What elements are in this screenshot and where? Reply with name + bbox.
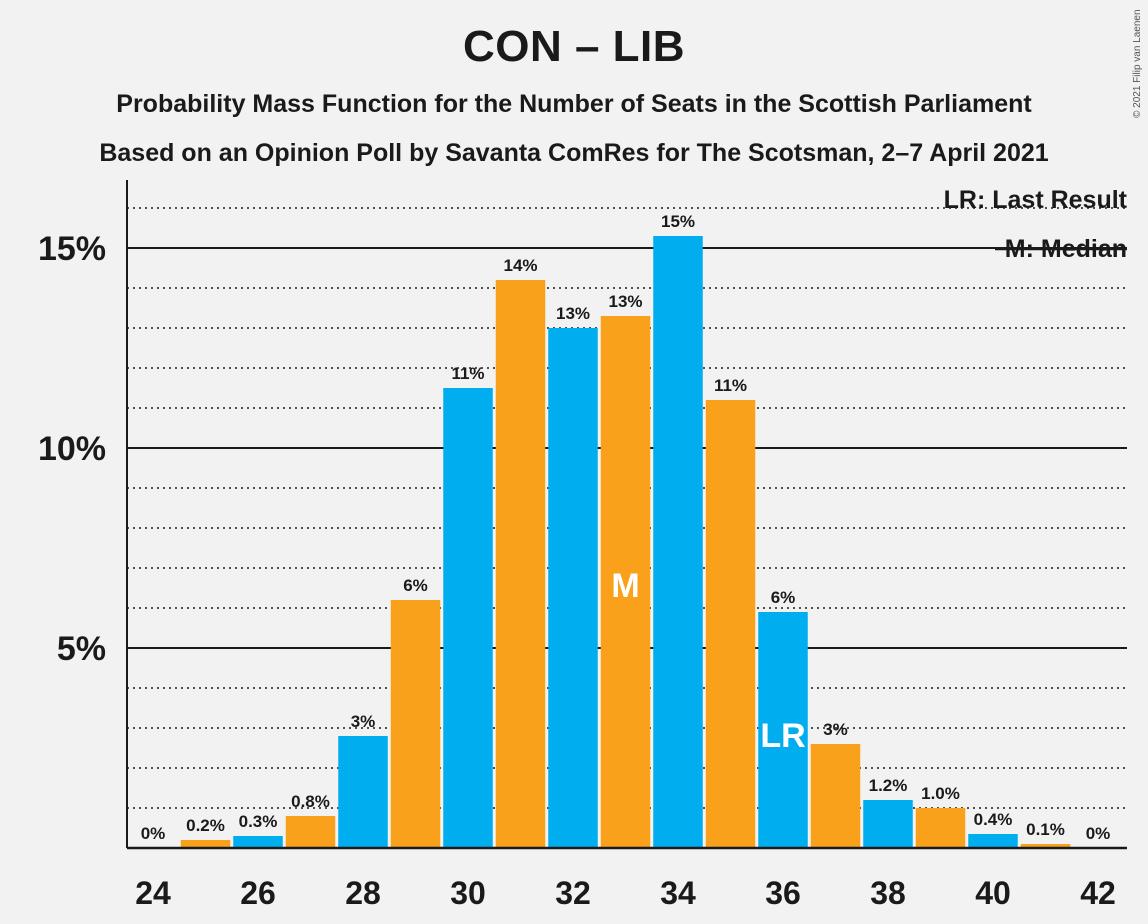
bar-39 (915, 808, 966, 848)
data-label-38: 1.2% (869, 776, 908, 795)
bar-33 (600, 316, 651, 848)
bar-28 (338, 736, 388, 848)
x-tick-label: 38 (870, 875, 906, 911)
x-tick-label: 40 (975, 875, 1011, 911)
data-label-33: 13% (608, 292, 642, 311)
median-marker: M (611, 567, 639, 605)
x-tick-label: 32 (555, 875, 591, 911)
x-tick-label: 34 (660, 875, 696, 911)
last-result-marker: LR (760, 717, 805, 755)
data-label-26: 0.3% (239, 812, 278, 831)
bar-27 (285, 816, 336, 848)
bar-30 (443, 388, 493, 848)
data-label-31: 14% (503, 256, 537, 275)
data-label-28: 3% (351, 712, 376, 731)
legend-median: M: Median (1005, 235, 1127, 263)
data-label-42: 0% (1086, 824, 1111, 843)
bar-41 (1020, 844, 1071, 848)
chart-subtitle: Probability Mass Function for the Number… (116, 90, 1032, 118)
x-tick-label: 26 (240, 875, 276, 911)
axes: 5% 10% 15% 24 26 28 30 32 34 36 38 40 42 (38, 180, 1127, 911)
data-label-32: 13% (556, 304, 590, 323)
y-tick-label: 5% (57, 630, 106, 668)
bar-29 (390, 600, 441, 848)
x-tick-label: 24 (135, 875, 171, 911)
data-label-30: 11% (451, 364, 484, 383)
x-tick-label: 30 (450, 875, 486, 911)
x-tick-label: 36 (765, 875, 801, 911)
x-tick-label: 42 (1080, 875, 1116, 911)
bar-34 (653, 236, 703, 848)
y-tick-label: 10% (38, 430, 106, 468)
legend-last-result: LR: Last Result (944, 186, 1128, 214)
chart-title: CON – LIB (462, 22, 686, 71)
data-label-24: 0% (141, 824, 166, 843)
bar-35 (705, 400, 756, 848)
bar-40 (968, 834, 1018, 848)
chart-source-line: Based on an Opinion Poll by Savanta ComR… (99, 139, 1049, 167)
bar-31 (495, 280, 546, 848)
bar-36 (758, 612, 808, 848)
data-label-29: 6% (403, 576, 428, 595)
x-tick-label: 28 (345, 875, 381, 911)
data-label-40: 0.4% (974, 810, 1013, 829)
data-labels: 0% 0.2% 0.3% 0.8% 3% 6% 11% 14% 13% 13% M 15% 11% 6% L… (141, 212, 1111, 843)
data-label-39: 1.0% (921, 784, 960, 803)
bar-37 (810, 744, 861, 848)
data-label-25: 0.2% (186, 816, 225, 835)
data-label-27: 0.8% (291, 792, 330, 811)
data-label-37: 3% (823, 720, 848, 739)
data-label-41: 0.1% (1026, 820, 1065, 839)
bar-26 (233, 836, 283, 848)
bar-25 (180, 840, 231, 848)
bars (180, 236, 1071, 848)
data-label-34: 15% (661, 212, 695, 231)
y-tick-label: 15% (38, 230, 106, 268)
data-label-35: 11% (714, 376, 747, 395)
bar-32 (548, 328, 598, 848)
bar-38 (863, 800, 913, 848)
data-label-36: 6% (771, 588, 796, 607)
